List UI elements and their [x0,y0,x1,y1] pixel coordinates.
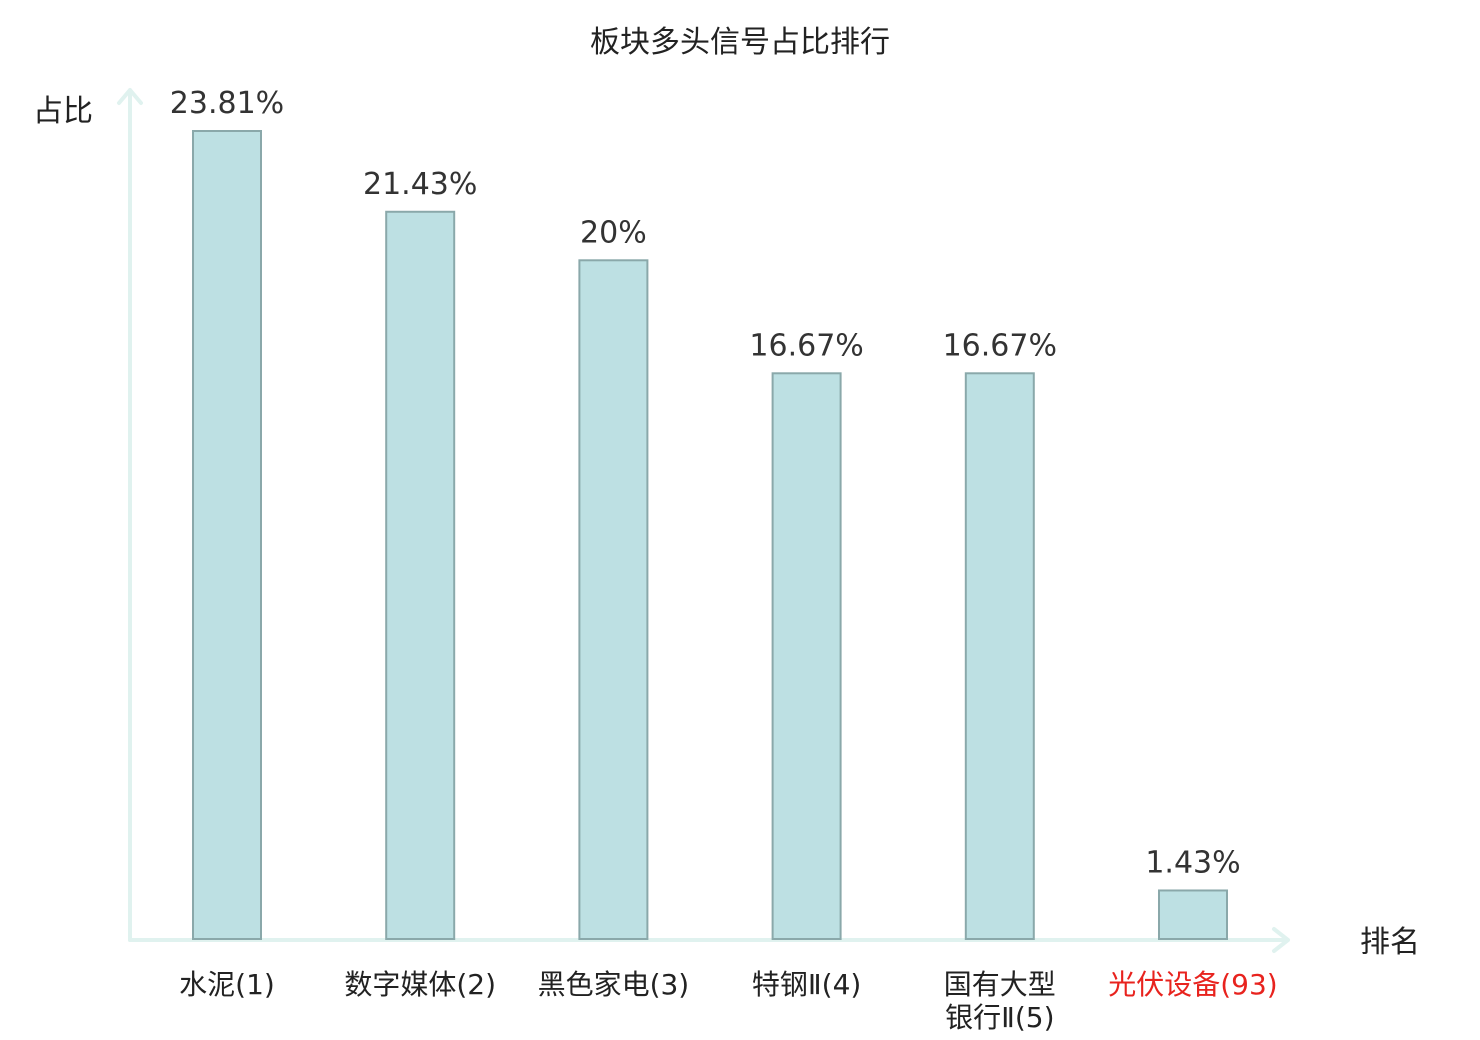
category-label: 水泥(1) [179,968,275,1001]
x-axis-label: 排名 [1360,925,1420,960]
y-axis [117,88,143,942]
category-label: 光伏设备(93) [1108,968,1277,1001]
bar-value-label: 23.81% [170,86,284,121]
bar-value-label: 16.67% [749,328,863,363]
category-label: 银行Ⅱ(5) [945,1001,1054,1034]
bar [964,372,1035,940]
bar-value-label: 21.43% [363,167,477,202]
chart-title: 板块多头信号占比排行 [590,25,890,60]
bar-value-label: 16.67% [943,328,1057,363]
bar [1158,889,1228,940]
bar [192,130,262,940]
bar-value-label: 20% [580,215,647,250]
category-label: 国有大型 [944,968,1056,1001]
bar [385,210,456,941]
y-axis-label: 占比 [33,94,93,129]
bars-group: 23.81% 水泥(1) 21.43% 数字媒体(2) 20% 黑色家电(3) 16.67%… [170,86,1278,1034]
bar-value-label: 1.43% [1145,845,1240,880]
category-label: 数字媒体(2) [344,968,496,1001]
category-label: 特钢Ⅱ(4) [752,968,861,1001]
bar [578,259,649,940]
category-label: 黑色家电(3) [538,968,690,1001]
x-axis [128,927,1290,953]
bar [771,372,842,940]
